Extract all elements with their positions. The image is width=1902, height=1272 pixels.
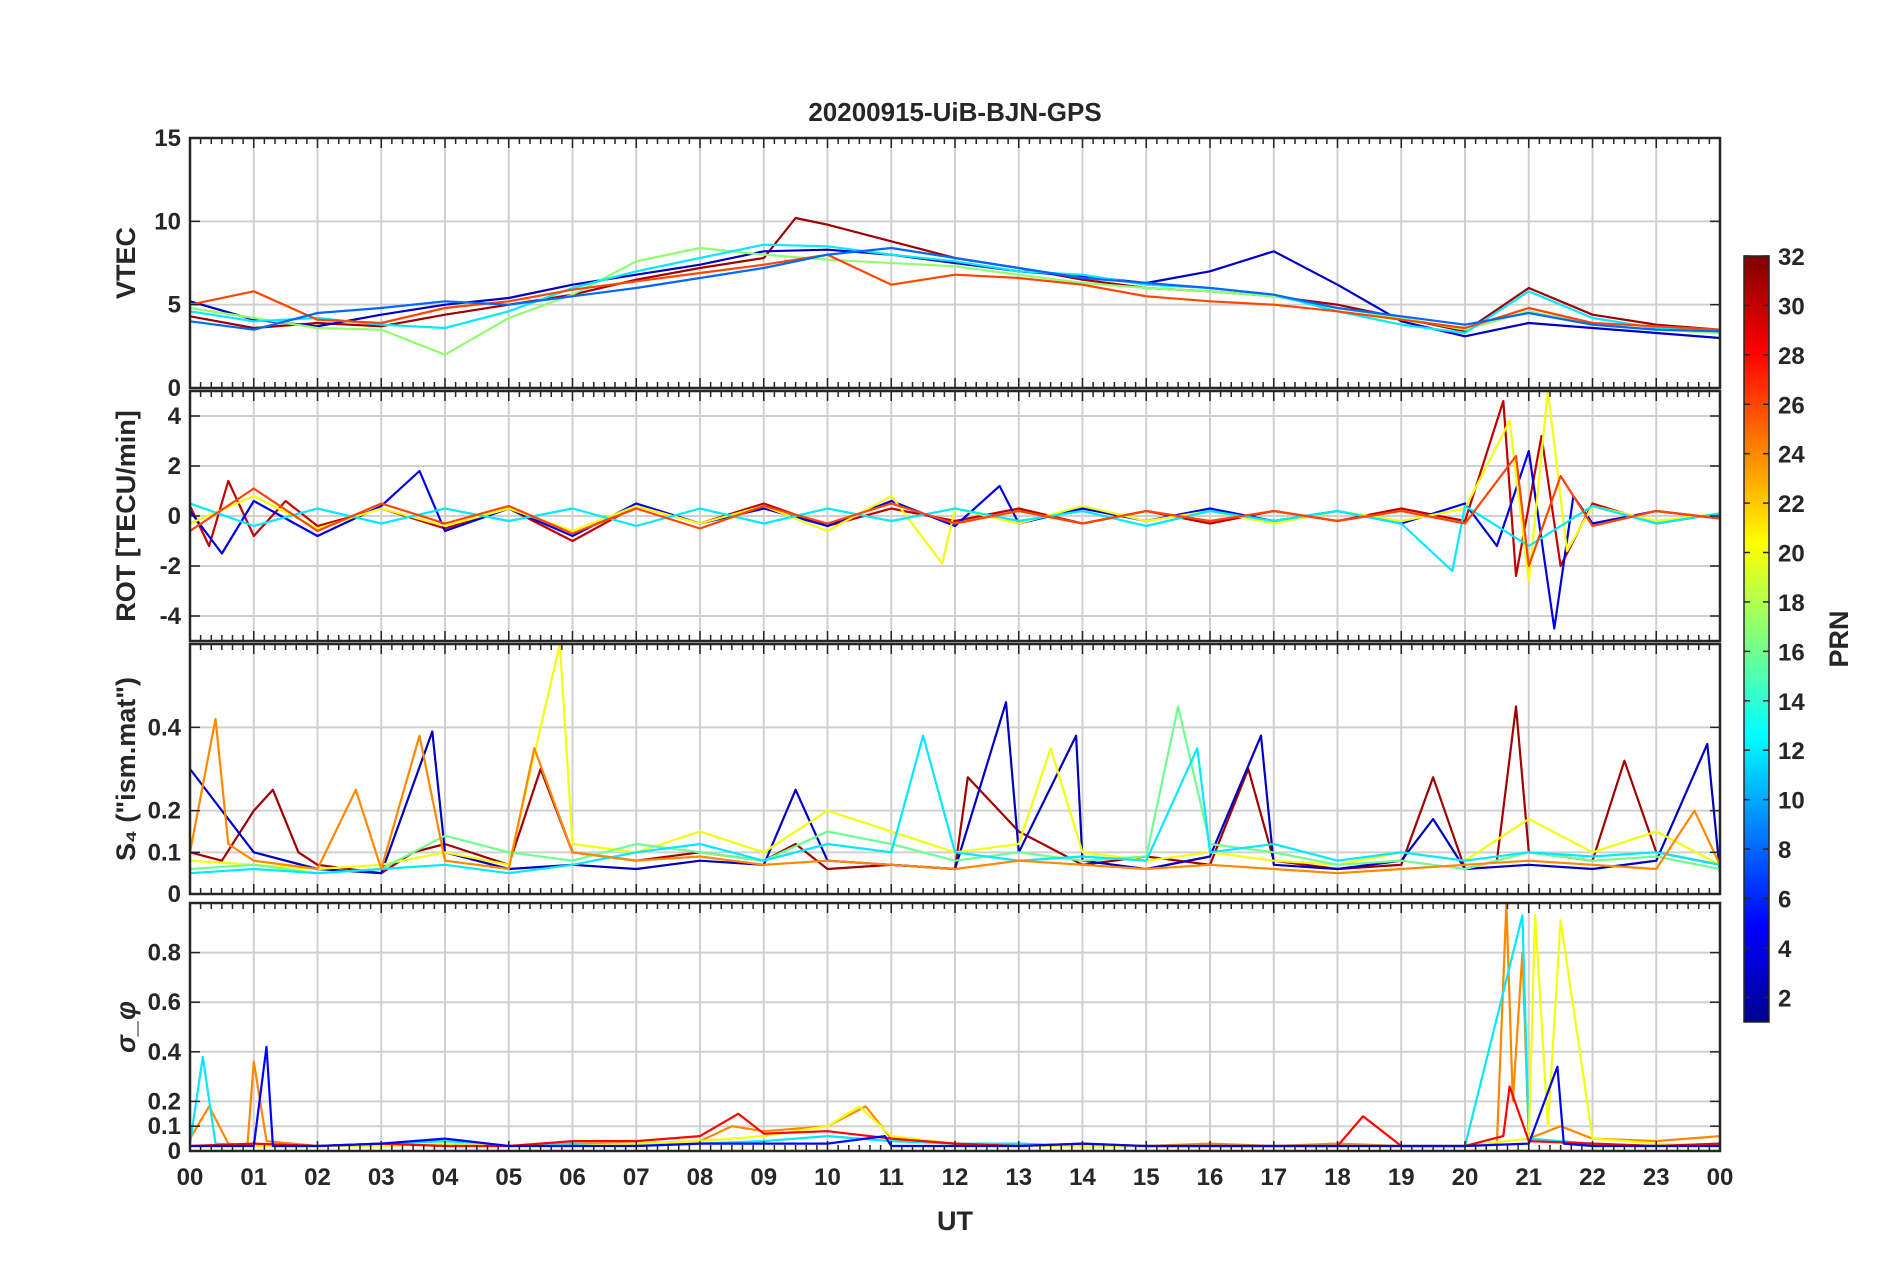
colorbar-tick-label: 26 [1778,392,1805,419]
series-group [190,391,1720,630]
colorbar-gradient [1743,255,1770,1023]
x-tick-label: 15 [1133,1164,1160,1191]
x-tick-label: 08 [687,1164,714,1191]
x-tick-label: 05 [495,1164,522,1191]
x-tick-label: 01 [240,1164,267,1191]
series-line-prn-31 [190,216,1720,333]
colorbar-tick-label: 12 [1778,738,1805,765]
x-tick-label: 16 [1197,1164,1224,1191]
y-tick-label: 0 [168,375,181,402]
y-tick-label: 0.6 [148,989,181,1016]
series-line-prn-17 [190,246,1720,356]
y-tick-label: 4 [168,403,182,430]
x-tick-label: 22 [1579,1164,1606,1191]
y-tick-label: 0.2 [148,1088,181,1115]
panel-rot: -4 -2 0 2 4 ROT [TECU/min] [111,389,1722,643]
y-tick-label: 0.2 [148,798,181,825]
panel-sigma: 00.10.2 0.4 0.6 0.8 σ_φ [111,901,1722,1165]
y-tick-label: 10 [154,208,181,235]
y-tick-label: 0.8 [148,940,181,967]
x-tick-label: 20 [1452,1164,1479,1191]
panel-frame [188,136,1722,390]
colorbar-tick-label: 16 [1778,639,1805,666]
panel-s4: 0 0.1 0.2 0.4 S₄ ("ism.mat") [111,642,1722,908]
panel-vtec: 0 5 10 15 VTEC [111,125,1722,402]
panel-frame [188,389,1722,643]
y-tick-label: 0.4 [148,714,182,741]
colorbar-label: PRN [1824,610,1854,667]
series-line-prn-8 [190,246,1720,333]
y-axis-label-sigma: σ_φ [111,1001,141,1053]
x-tick-labels: 00 01 02 03 04 05 06 07 08 09 10 11 12 13 14 15 16 17 18 19… [177,1164,1734,1191]
y-axis-label-rot: ROT [TECU/min] [111,410,141,621]
colorbar-tick-label: 6 [1778,886,1791,913]
colorbar-tick-label: 24 [1778,442,1805,469]
x-tick-label: 19 [1388,1164,1415,1191]
x-tick-label: 00 [177,1164,204,1191]
colorbar-tick-label: 30 [1778,293,1805,320]
series-line-prn-4 [190,449,1720,630]
x-tick-label: 23 [1643,1164,1670,1191]
colorbar-tick-label: 2 [1778,985,1791,1012]
y-tick-label: 0 [168,503,181,530]
panel-frame [188,642,1722,896]
y-tick-label: 2 [168,453,181,480]
series-group [190,644,1720,875]
series-group [190,216,1720,356]
x-tick-label: 21 [1515,1164,1542,1191]
y-axis-label-vtec: VTEC [111,227,141,299]
series-line-prn-20 [190,391,1720,583]
y-tick-label: -2 [160,553,181,580]
x-tick-label: 18 [1324,1164,1351,1191]
y-tick-label: 5 [168,292,181,319]
colorbar-tick-label: 18 [1778,590,1805,617]
colorbar-tick-label: 32 [1778,244,1805,271]
x-axis-label: UT [937,1206,973,1236]
x-tick-label: 07 [623,1164,650,1191]
y-tick-label: -4 [160,603,182,630]
y-tick-label: 0 [168,1138,181,1165]
y-tick-label: 0 [168,881,181,908]
series-line-prn-24 [190,717,1720,875]
colorbar-tick-label: 10 [1778,788,1805,815]
colorbar-tick-label: 22 [1778,491,1805,518]
chart-title: 20200915-UiB-BJN-GPS [808,97,1101,127]
x-tick-label: 04 [432,1164,459,1191]
x-tick-label: 11 [879,1164,904,1191]
colorbar-tick-label: 14 [1778,689,1805,716]
y-tick-label: 0.1 [148,839,181,866]
x-tick-label: 02 [304,1164,331,1191]
x-tick-label: 12 [942,1164,969,1191]
x-tick-label: 10 [814,1164,841,1191]
colorbar-tick-label: 28 [1778,343,1805,370]
colorbar-tick-label: 8 [1778,837,1791,864]
series-line-prn-12 [190,734,1720,875]
x-tick-label: 17 [1260,1164,1287,1191]
y-tick-label: 15 [154,125,181,152]
y-tick-label: 0.4 [148,1039,182,1066]
x-tick-label: 13 [1005,1164,1032,1191]
series-line-prn-26 [190,253,1720,331]
series-line-prn-26 [190,454,1720,568]
x-tick-label: 06 [559,1164,586,1191]
y-tick-label: 0.1 [148,1113,181,1140]
x-tick-label: 00 [1707,1164,1734,1191]
series-line-prn-30 [190,399,1720,578]
panel-frame [188,901,1722,1153]
series-line-prn-3 [190,248,1720,340]
colorbar-tick-label: 20 [1778,541,1805,568]
x-tick-label: 09 [750,1164,777,1191]
x-tick-label: 14 [1069,1164,1096,1191]
colorbar-tick-label: 4 [1778,936,1792,963]
series-line-prn-12 [190,243,1720,335]
series-line-prn-12 [190,502,1720,573]
y-axis-label-s4: S₄ ("ism.mat") [111,677,141,861]
x-tick-label: 03 [368,1164,395,1191]
